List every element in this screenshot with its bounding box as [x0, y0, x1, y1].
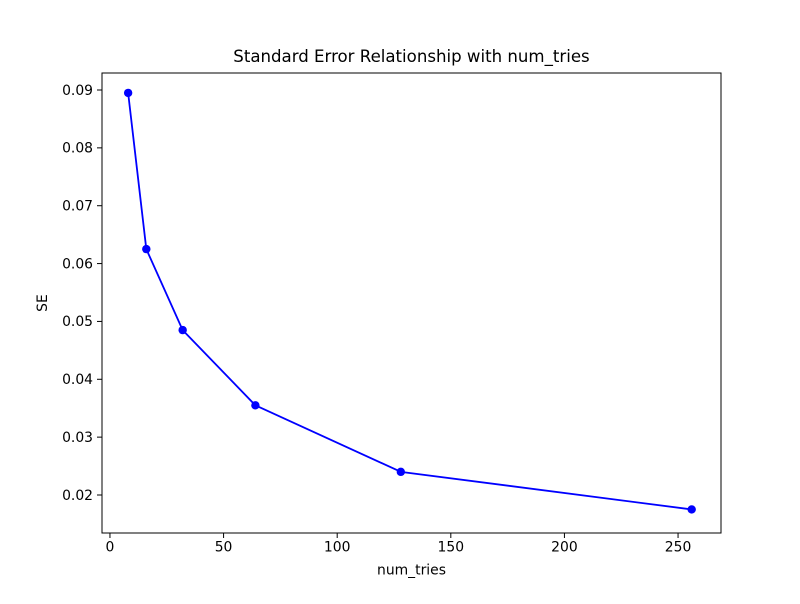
x-tick-label: 0 [106, 540, 115, 556]
y-tick-label: 0.07 [62, 199, 93, 215]
data-point-marker [142, 244, 151, 254]
plot-area [102, 73, 721, 533]
x-tick-label: 250 [665, 540, 692, 556]
data-point-marker [396, 467, 406, 477]
x-tick-label: 100 [324, 540, 351, 556]
chart-title: Standard Error Relationship with num_tri… [233, 47, 589, 67]
x-axis-label: num_tries [377, 563, 446, 579]
y-tick-label: 0.02 [62, 488, 93, 504]
y-tick-label: 0.06 [62, 256, 93, 272]
data-point-marker [687, 505, 696, 514]
y-tick-label: 0.08 [62, 141, 93, 157]
axes-spines [101, 72, 722, 534]
y-tick-label: 0.04 [62, 372, 93, 388]
x-tick-label: 200 [551, 540, 578, 556]
y-tick-label: 0.03 [62, 430, 93, 446]
data-point-marker [251, 401, 260, 410]
x-tick-label: 150 [438, 540, 465, 556]
x-tick-label: 50 [215, 540, 233, 556]
y-tick-label: 0.05 [62, 314, 93, 330]
data-point-marker [178, 325, 187, 335]
se-line-series [123, 88, 696, 514]
se-line [127, 92, 692, 511]
y-tick-label: 0.09 [62, 83, 93, 99]
x-axis-ticks: 0 50 100 150 200 250 [106, 533, 692, 556]
y-axis-ticks: 0.02 0.03 0.04 0.05 0.06 0.07 0.08 0.09 [62, 83, 102, 504]
y-axis-label: SE [35, 294, 51, 312]
data-point-marker [123, 88, 133, 98]
